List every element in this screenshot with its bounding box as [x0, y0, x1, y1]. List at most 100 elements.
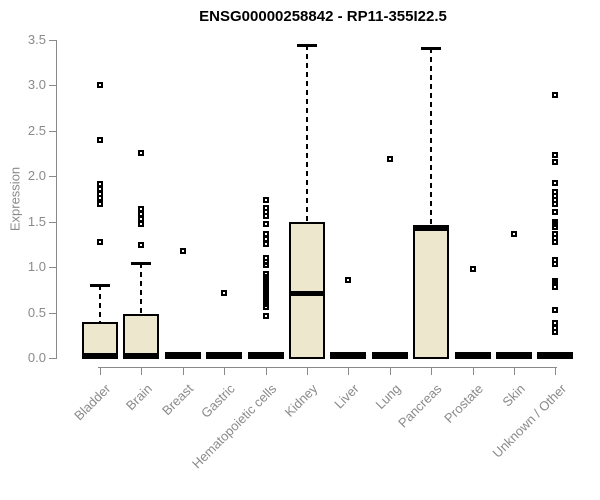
whisker-line [99, 285, 101, 322]
x-tick-mark [431, 367, 433, 375]
box-body [413, 225, 450, 359]
median-line [288, 290, 325, 296]
outlier-point [97, 81, 103, 88]
collapsed-box [495, 352, 532, 359]
x-tick-mark [306, 367, 308, 375]
outlier-point [179, 247, 186, 254]
collapsed-box [206, 352, 243, 359]
box-body [82, 321, 118, 359]
y-tick-label: 1.5 [27, 213, 46, 229]
outlier-point [262, 313, 269, 320]
outlier-point [552, 188, 559, 195]
outlier-point [138, 205, 145, 212]
y-tick-label: 3.5 [27, 32, 46, 47]
x-tick-mark [100, 367, 101, 375]
whisker-cap [131, 261, 152, 265]
median-line [413, 226, 450, 232]
outlier-point [138, 221, 145, 228]
x-tick-mark [348, 367, 350, 375]
outlier-point [345, 276, 352, 283]
y-tick-mark [49, 40, 56, 41]
x-tick-label: Bladder [71, 381, 114, 424]
collapsed-box [330, 352, 367, 359]
outlier-point [262, 230, 269, 237]
x-tick-label: Gastric [198, 381, 238, 421]
outlier-point [552, 277, 559, 284]
y-tick-label: 2.5 [27, 122, 46, 138]
y-tick-mark [49, 267, 56, 269]
outlier-point [552, 152, 559, 159]
y-tick-label: 3.0 [27, 77, 46, 93]
whisker-line [305, 44, 308, 222]
y-tick-label: 1.0 [27, 259, 46, 275]
outlier-point [552, 179, 559, 186]
x-tick-label: Pancreas [395, 381, 445, 431]
x-tick-mark [472, 367, 474, 375]
x-tick-label: Brain [122, 381, 155, 414]
outlier-point [552, 92, 559, 99]
chart-title: ENSG00000258842 - RP11-355I22.5 [199, 8, 447, 25]
box-body [288, 221, 325, 359]
outlier-point [552, 256, 559, 263]
x-tick-mark [265, 367, 267, 375]
y-tick-label: 2.0 [27, 168, 46, 184]
collapsed-box [454, 352, 491, 359]
x-tick-mark [141, 367, 143, 375]
outlier-point [552, 230, 559, 237]
outlier-point [552, 218, 559, 225]
outlier-point [262, 235, 269, 242]
outlier-point [262, 196, 269, 203]
whisker-cap [90, 284, 110, 288]
outlier-point [262, 255, 269, 262]
x-tick-label: Unknown / Other [489, 381, 569, 461]
y-axis-line [56, 40, 57, 359]
collapsed-box [164, 352, 201, 359]
y-tick-mark [49, 221, 56, 223]
x-tick-mark [224, 367, 226, 375]
outlier-point [138, 211, 145, 218]
collapsed-box [371, 352, 408, 359]
x-axis-line [98, 367, 558, 368]
outlier-point [552, 306, 559, 313]
outlier-point [262, 205, 269, 212]
median-line [123, 353, 160, 358]
outlier-point [262, 271, 269, 278]
outlier-point [552, 208, 559, 215]
outlier-point [97, 181, 103, 188]
x-tick-mark [389, 367, 391, 375]
whisker-line [140, 262, 143, 315]
x-tick-label: Prostate [441, 381, 487, 426]
outlier-point [262, 220, 269, 227]
collapsed-box [537, 352, 574, 359]
x-tick-label: Liver [331, 381, 362, 412]
outlier-point [97, 136, 103, 143]
outlier-point [97, 200, 103, 207]
outlier-point [221, 289, 228, 296]
x-tick-mark [555, 367, 557, 375]
x-tick-mark [182, 367, 184, 375]
y-tick-mark [49, 358, 56, 359]
y-tick-label: 0.5 [27, 304, 46, 320]
outlier-point [138, 242, 145, 249]
x-tick-label: Breast [159, 381, 197, 419]
outlier-point [552, 158, 559, 165]
x-tick-label: Lung [372, 381, 404, 413]
outlier-point [469, 265, 476, 272]
median-line [82, 353, 118, 358]
outlier-point [138, 149, 145, 156]
x-tick-mark [513, 367, 515, 375]
outlier-point [552, 320, 559, 327]
y-tick-mark [49, 85, 56, 87]
outlier-point [386, 156, 393, 163]
y-tick-mark [49, 312, 56, 314]
x-tick-label: Kidney [281, 381, 321, 420]
collapsed-box [247, 352, 284, 359]
outlier-point [97, 238, 103, 245]
x-tick-label: Skin [499, 381, 528, 410]
whisker-cap [296, 43, 317, 47]
y-tick-label: 0.0 [27, 350, 46, 365]
y-tick-mark [49, 130, 56, 132]
outlier-point [510, 231, 517, 238]
whisker-cap [421, 47, 442, 51]
